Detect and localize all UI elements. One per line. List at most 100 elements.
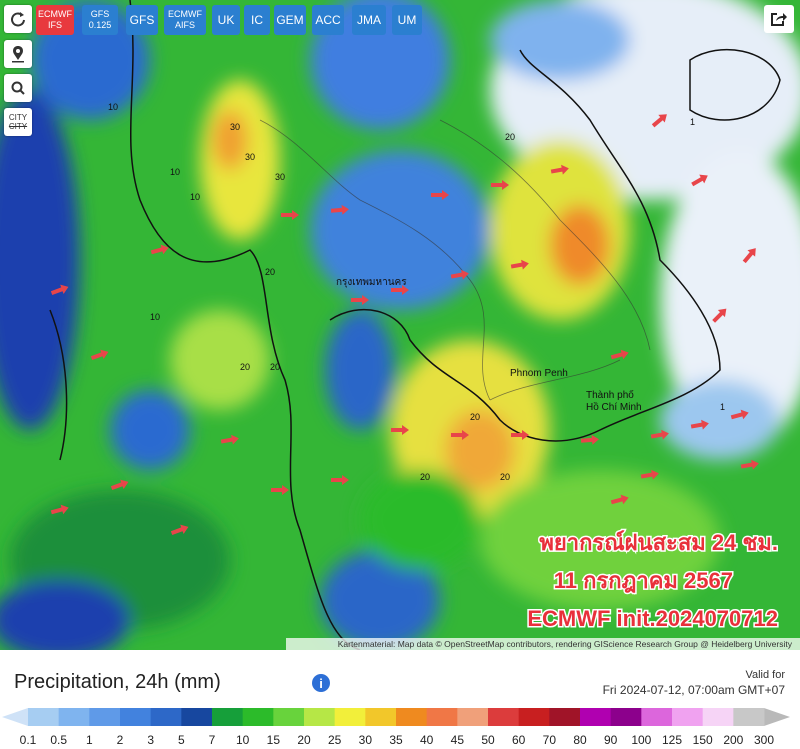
wind-arrow xyxy=(742,248,756,264)
wind-arrow xyxy=(110,479,129,490)
valid-time: Fri 2024-07-12, 07:00am GMT+07 xyxy=(603,683,786,697)
scale-swatch xyxy=(733,708,765,726)
color-scale: 0.1 0.5 1 2 3 5 7 10 15 20 25 30 35 40 45 50 60 70 80 90 100… xyxy=(2,708,790,747)
model-button[interactable]: ECMWF AIFS xyxy=(164,5,206,35)
rain-area xyxy=(310,150,490,310)
rain-area xyxy=(490,0,630,80)
model-label: ECMWF xyxy=(38,9,72,19)
model-button[interactable]: GEM xyxy=(274,5,306,35)
rain-area xyxy=(660,380,780,460)
scale-swatch xyxy=(181,708,213,726)
scale-swatch xyxy=(365,708,397,726)
share-icon xyxy=(771,13,787,26)
attribution: Kartenmaterial: Map data © OpenStreetMap… xyxy=(338,639,793,649)
share-button[interactable] xyxy=(764,5,794,33)
wind-arrow xyxy=(740,459,759,470)
contour-label: 30 xyxy=(245,152,255,162)
model-label: IC xyxy=(251,12,263,27)
contour-label: 20 xyxy=(270,362,280,372)
model-button[interactable]: UM xyxy=(392,5,422,35)
city-label: CITY xyxy=(8,113,28,122)
wind-arrow xyxy=(691,174,708,187)
scale-tick-label: 25 xyxy=(328,733,342,747)
model-button[interactable]: IC xyxy=(244,5,270,35)
wind-arrow xyxy=(451,430,469,440)
wind-arrow xyxy=(170,524,189,535)
scale-swatch xyxy=(273,708,305,726)
model-button[interactable]: JMA xyxy=(352,5,386,35)
city-button[interactable]: CITY CITY xyxy=(4,108,32,136)
svg-text:i: i xyxy=(319,676,323,691)
model-label: ECMWF xyxy=(168,9,202,19)
contour-label: 20 xyxy=(505,132,515,142)
rain-area xyxy=(480,470,720,610)
wind-arrow xyxy=(580,434,599,445)
scale-swatch xyxy=(150,708,182,726)
contour-label: 1 xyxy=(720,402,725,412)
city-label-off: CITY xyxy=(8,122,28,131)
model-label: ACC xyxy=(315,12,341,27)
zoom-icon xyxy=(11,81,25,95)
scale-tick-label: 150 xyxy=(693,733,713,747)
wind-arrow xyxy=(150,244,169,255)
scale-swatch xyxy=(488,708,520,726)
wind-arrow xyxy=(690,419,709,430)
scale-tick-label: 45 xyxy=(451,733,465,747)
valid-label: Valid for xyxy=(745,669,785,681)
wind-arrow xyxy=(281,210,299,220)
rain-area xyxy=(360,470,480,570)
wind-arrow xyxy=(391,285,409,295)
model-button[interactable]: ACC xyxy=(312,5,344,35)
scale-tick-label: 0.1 xyxy=(20,733,37,747)
scale-tick-label: 60 xyxy=(512,733,526,747)
wind-arrow xyxy=(220,434,239,445)
scale-tick-label: 50 xyxy=(481,733,495,747)
scale-tick-label: 7 xyxy=(209,733,216,747)
scale-tick-label: 80 xyxy=(573,733,587,747)
model-button[interactable]: GFS xyxy=(126,5,158,35)
refresh-button[interactable] xyxy=(4,5,32,33)
scale-swatch xyxy=(457,708,489,726)
scale-swatch xyxy=(396,708,428,726)
scale-tick-label: 3 xyxy=(147,733,154,747)
place-label: Thành phố xyxy=(586,389,634,401)
scale-swatch xyxy=(641,708,673,726)
rain-area xyxy=(110,390,190,470)
rain-area xyxy=(550,205,610,285)
model-button[interactable]: UK xyxy=(212,5,240,35)
wind-arrow xyxy=(610,494,629,505)
rain-area xyxy=(320,550,440,650)
model-label: JMA xyxy=(357,12,381,27)
scale-tick-label: 40 xyxy=(420,733,434,747)
model-button[interactable]: ECMWF IFS xyxy=(36,5,74,35)
scale-tick-label: 70 xyxy=(543,733,557,747)
wind-arrow xyxy=(50,284,69,295)
scale-swatch xyxy=(426,708,458,726)
model-label: GFS xyxy=(90,9,110,19)
scale-tick-label: 125 xyxy=(662,733,682,747)
wind-arrow xyxy=(651,114,667,128)
info-icon[interactable]: i xyxy=(312,674,330,692)
scale-tick-label: 90 xyxy=(604,733,618,747)
scale-tick-label: 0.5 xyxy=(50,733,67,747)
overlay-line: พยากรณ์ฝนสะสม 24 ชม. xyxy=(539,530,778,555)
wind-arrow xyxy=(610,349,629,360)
wind-arrow xyxy=(90,349,109,360)
scale-swatch xyxy=(549,708,581,726)
rain-area xyxy=(170,310,270,410)
scale-swatch xyxy=(89,708,121,726)
model-label: UM xyxy=(397,12,417,27)
zoom-button[interactable] xyxy=(4,74,32,102)
scale-swatch xyxy=(334,708,366,726)
scale-tick-label: 10 xyxy=(236,733,250,747)
rain-area xyxy=(325,310,395,430)
model-button[interactable]: GFS 0.125 xyxy=(82,5,118,35)
scale-swatch xyxy=(580,708,612,726)
location-button[interactable] xyxy=(4,40,32,68)
rain-area xyxy=(660,150,800,450)
wind-arrow xyxy=(271,485,289,495)
wind-arrow xyxy=(730,409,749,420)
